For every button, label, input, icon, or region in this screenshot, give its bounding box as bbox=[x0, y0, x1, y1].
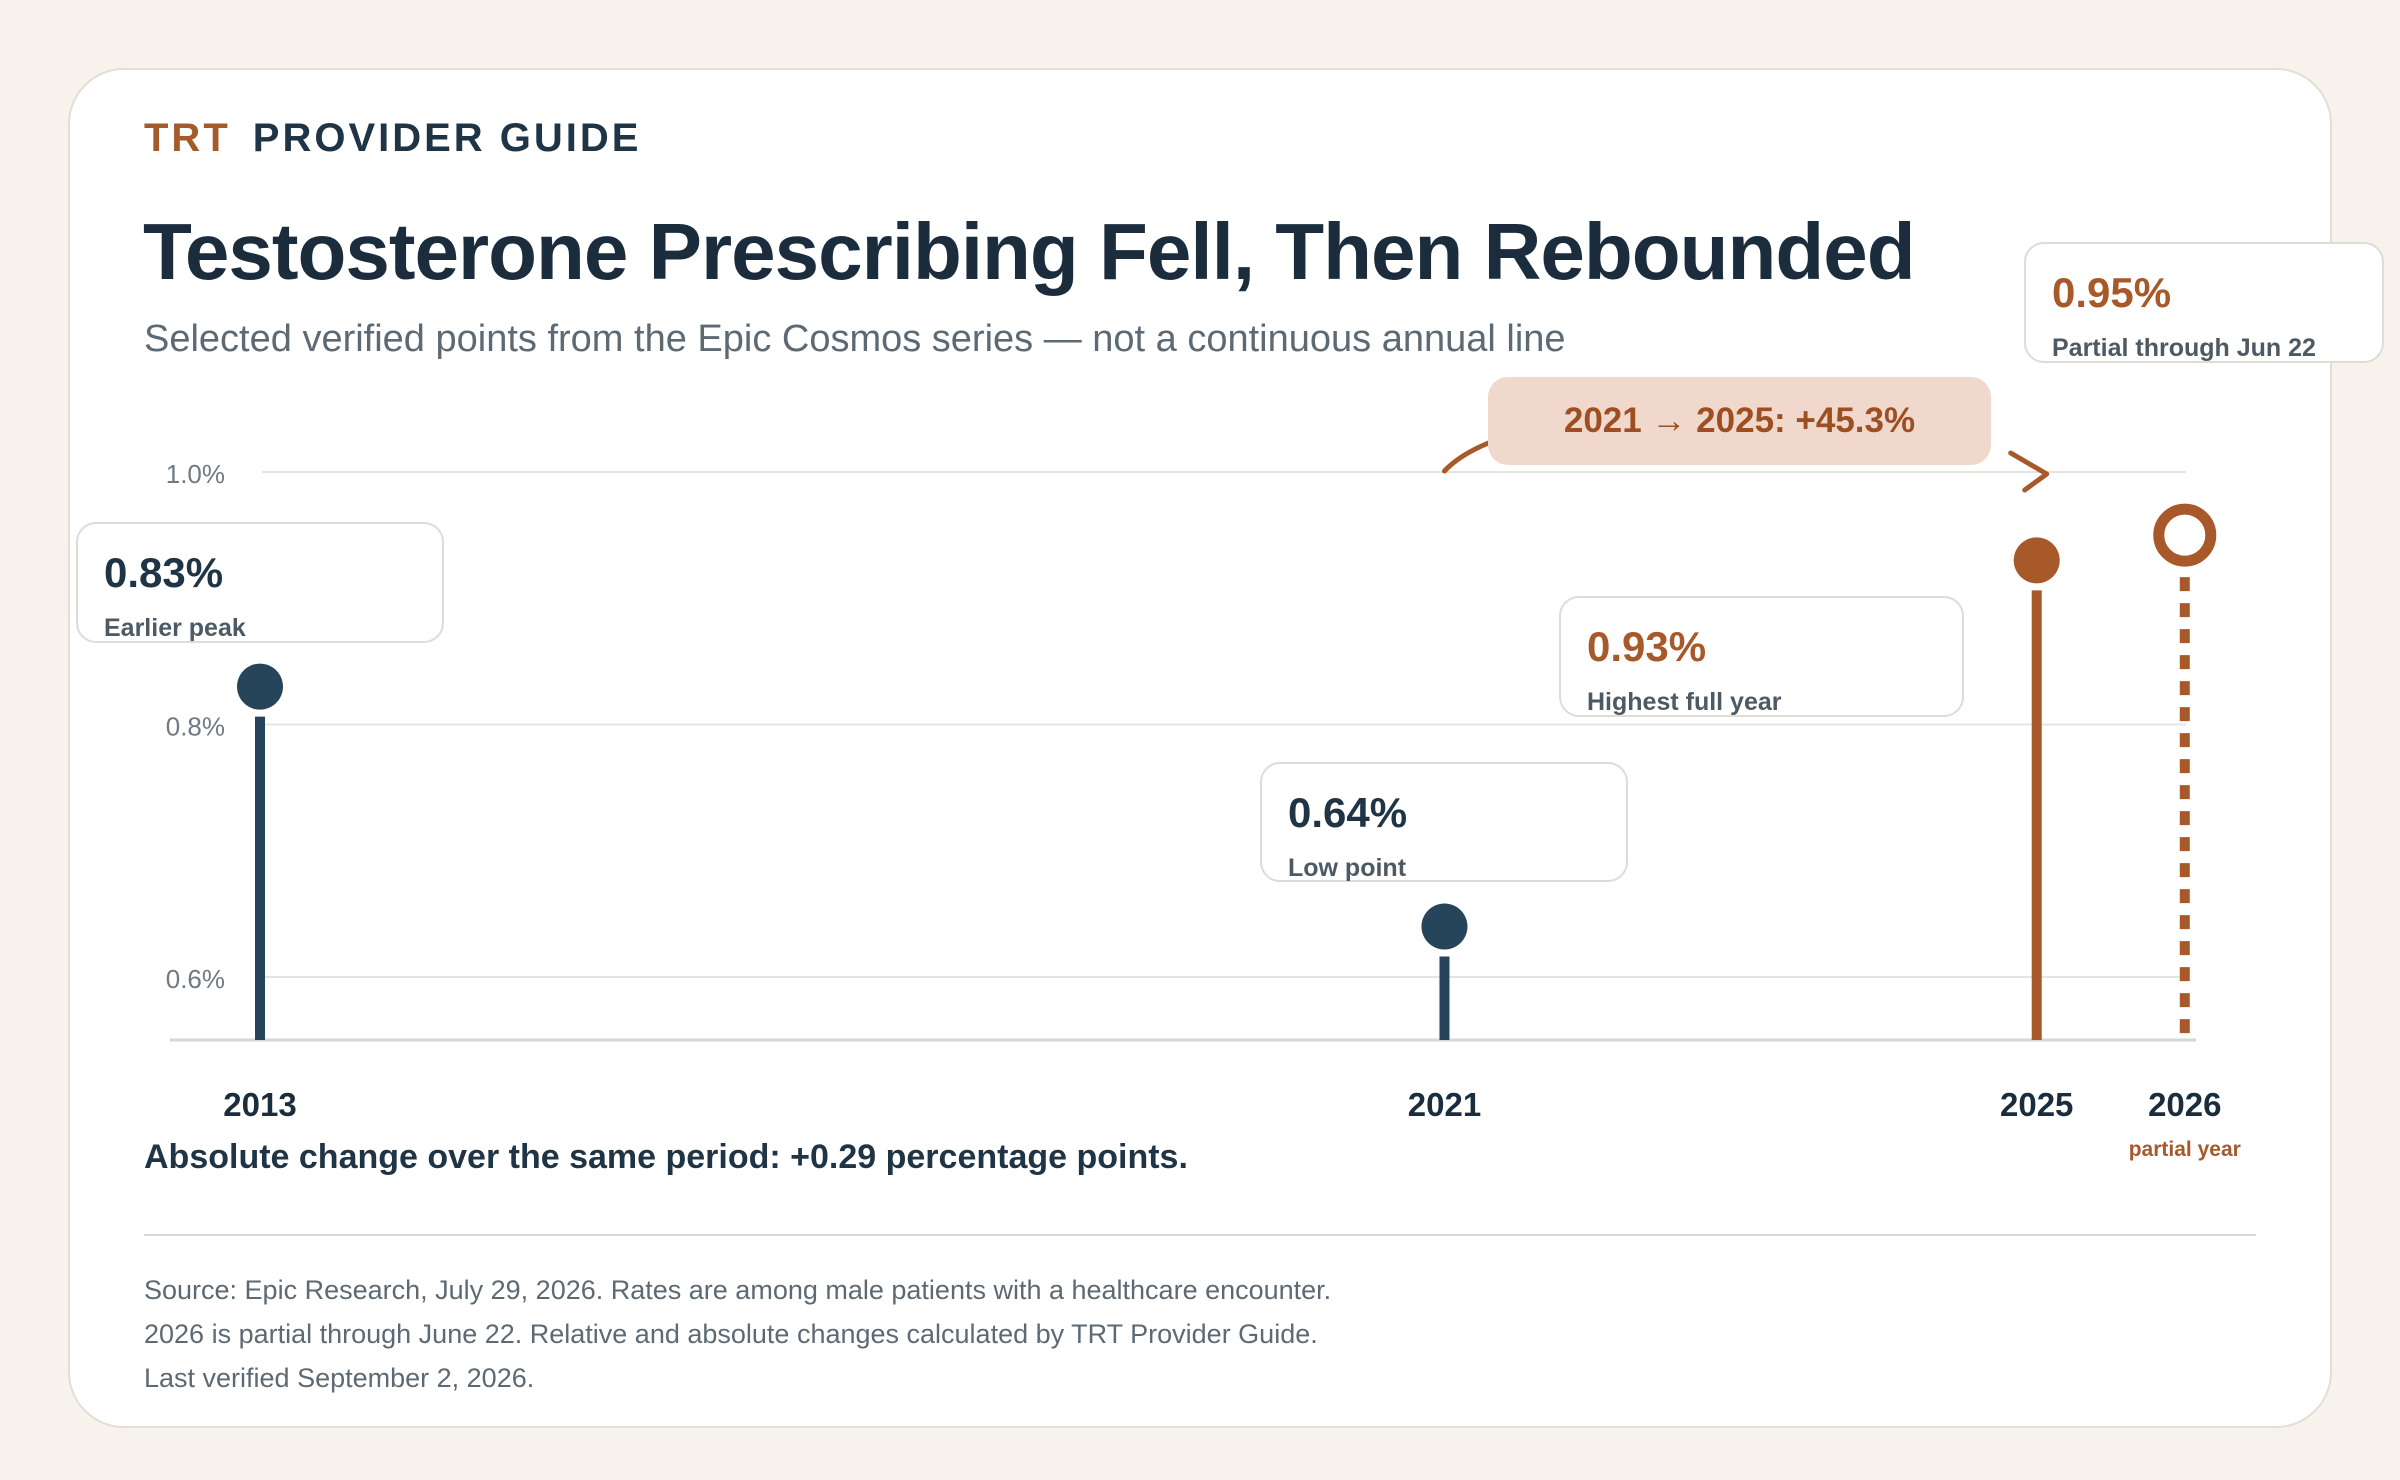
change-arc-arrowhead bbox=[2008, 450, 2050, 493]
brand: TRT PROVIDER GUIDE bbox=[144, 116, 641, 161]
y-tick-label: 0.6% bbox=[166, 964, 225, 994]
callout-label: Partial through Jun 22 bbox=[2052, 334, 2316, 362]
callout-low-point: 0.64% Low point bbox=[1260, 762, 1628, 882]
callout-partial-year: 0.95% Partial through Jun 22 bbox=[2024, 242, 2384, 363]
x-tick-label: 2025 bbox=[2000, 1086, 2073, 1123]
source-line: Last verified September 2, 2026. bbox=[144, 1363, 535, 1393]
brand-secondary: PROVIDER GUIDE bbox=[252, 116, 642, 160]
callout-label: Earlier peak bbox=[104, 614, 246, 642]
y-tick-label: 0.8% bbox=[166, 712, 225, 742]
change-arc-left bbox=[1441, 440, 1491, 474]
source-line: 2026 is partial through June 22. Relativ… bbox=[144, 1319, 1318, 1349]
callout-earlier-peak: 0.83% Earlier peak bbox=[76, 522, 444, 643]
absolute-change-note: Absolute change over the same period: +0… bbox=[144, 1138, 1188, 1176]
chart-card bbox=[68, 68, 2332, 1428]
x-tick-sublabel: partial year bbox=[2129, 1138, 2241, 1161]
y-tick-label: 1.0% bbox=[166, 459, 225, 489]
source-notes: Source: Epic Research, July 29, 2026. Ra… bbox=[144, 1268, 1331, 1400]
callout-value: 0.64% bbox=[1288, 789, 1408, 836]
x-tick-label: 2013 bbox=[223, 1086, 296, 1123]
callout-value: 0.83% bbox=[104, 549, 224, 596]
chart-title: Testosterone Prescribing Fell, Then Rebo… bbox=[143, 207, 1916, 296]
point-marker bbox=[2013, 537, 2060, 584]
point-marker bbox=[1421, 903, 1468, 950]
brand-primary: TRT bbox=[144, 116, 231, 160]
callout-value: 0.95% bbox=[2052, 269, 2172, 316]
callout-label: Low point bbox=[1288, 854, 1407, 882]
point-marker bbox=[237, 663, 283, 710]
x-tick-label: 2021 bbox=[1408, 1086, 1481, 1123]
callout-highest-full-year: 0.93% Highest full year bbox=[1559, 596, 1964, 717]
source-line: Source: Epic Research, July 29, 2026. Ra… bbox=[144, 1275, 1332, 1305]
x-tick-label: 2026 bbox=[2148, 1086, 2221, 1123]
callout-label: Highest full year bbox=[1587, 688, 1782, 716]
chart-subtitle: Selected verified points from the Epic C… bbox=[144, 318, 1566, 360]
divider bbox=[144, 1234, 2256, 1236]
point-marker-partial bbox=[2153, 503, 2217, 567]
change-pill: 2021 → 2025: +45.3% bbox=[1488, 377, 1991, 465]
callout-value: 0.93% bbox=[1587, 623, 1707, 670]
